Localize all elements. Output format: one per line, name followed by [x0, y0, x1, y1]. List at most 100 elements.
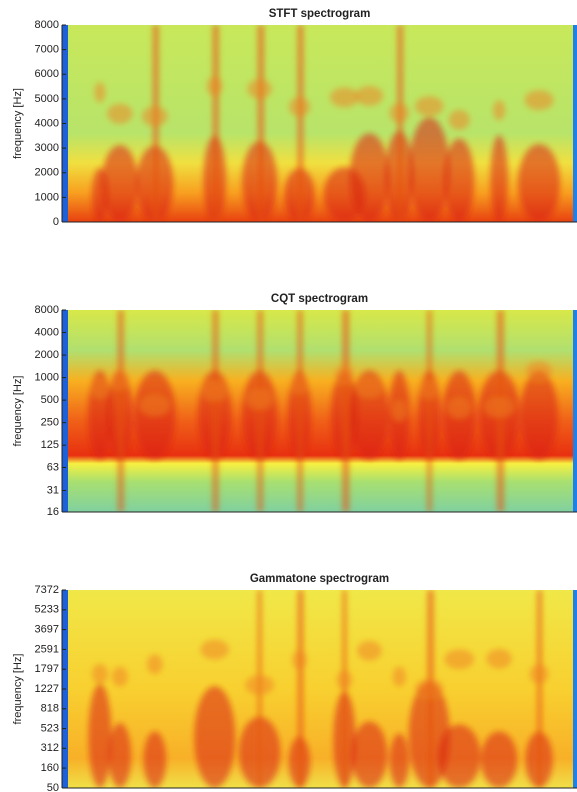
energy-blob — [437, 724, 481, 788]
energy-blob — [247, 389, 272, 410]
chart-title: Gammatone spectrogram — [250, 573, 389, 585]
energy-blob — [414, 678, 444, 699]
energy-blob — [336, 669, 353, 690]
energy-blob — [245, 675, 275, 696]
energy-blob — [415, 96, 444, 117]
y-tick-label: 125 — [41, 439, 59, 451]
energy-blob — [112, 666, 128, 687]
y-tick-label: 3000 — [35, 142, 59, 154]
y-tick-label: 500 — [41, 394, 59, 406]
y-tick-label: 5233 — [35, 604, 59, 616]
energy-blob — [349, 133, 390, 222]
edge-left — [62, 310, 68, 512]
spectrogram-image — [62, 25, 577, 222]
energy-blob — [107, 103, 133, 124]
energy-blob — [88, 683, 112, 788]
energy-streak — [397, 25, 404, 222]
energy-blob — [389, 102, 410, 123]
energy-streak — [257, 310, 263, 512]
y-tick-label: 7000 — [35, 44, 59, 56]
y-tick-label: 2000 — [35, 167, 59, 179]
energy-blob — [421, 379, 438, 400]
y-tick-label: 0 — [53, 216, 59, 228]
y-tick-label: 1227 — [35, 683, 59, 695]
y-tick-label: 160 — [41, 762, 59, 774]
energy-streak — [297, 310, 303, 512]
y-tick-label: 4000 — [35, 326, 59, 338]
y-tick-label: 818 — [41, 703, 59, 715]
y-tick-label: 8000 — [35, 304, 59, 316]
y-tick-label: 1000 — [35, 191, 59, 203]
energy-streak — [297, 25, 304, 222]
energy-blob — [351, 721, 388, 788]
energy-blob — [392, 666, 407, 687]
y-tick-label: 16 — [47, 506, 59, 518]
energy-blob — [94, 82, 106, 103]
energy-blob — [291, 373, 308, 394]
energy-blob — [448, 109, 470, 130]
spectrogram-image — [62, 310, 577, 512]
energy-blob — [444, 138, 475, 222]
y-tick-label: 312 — [41, 742, 59, 754]
energy-blob — [335, 365, 354, 386]
y-tick-label: 63 — [47, 461, 59, 473]
spectrogram-image — [62, 590, 577, 788]
energy-streak — [427, 310, 432, 512]
energy-blob — [202, 380, 227, 401]
y-tick-label: 50 — [47, 782, 59, 792]
spectrogram-texture — [91, 25, 561, 222]
energy-blob — [200, 639, 230, 660]
energy-streak — [257, 25, 265, 222]
energy-blob — [194, 686, 236, 788]
y-axis-label: frequency [Hz] — [12, 654, 24, 725]
energy-streak — [297, 590, 304, 788]
energy-blob — [447, 397, 471, 418]
energy-blob — [355, 377, 384, 398]
energy-blob — [490, 135, 508, 222]
edge-right — [573, 590, 577, 788]
energy-blob — [484, 397, 514, 418]
energy-streak — [342, 310, 350, 512]
energy-streak — [212, 310, 219, 512]
energy-streak — [537, 590, 543, 788]
energy-streak — [117, 310, 124, 512]
energy-blob — [493, 100, 506, 121]
edge-right — [573, 310, 577, 512]
chart-title: CQT spectrogram — [271, 293, 368, 305]
y-axis-label: frequency [Hz] — [12, 88, 24, 159]
energy-blob — [111, 370, 129, 391]
energy-blob — [146, 654, 163, 675]
y-tick-label: 6000 — [35, 68, 59, 80]
energy-blob — [91, 377, 109, 398]
y-tick-label: 2000 — [35, 349, 59, 361]
energy-blob — [486, 648, 512, 669]
energy-blob — [292, 649, 307, 670]
y-tick-label: 31 — [47, 484, 59, 496]
energy-blob — [480, 731, 518, 788]
y-tick-label: 3697 — [35, 623, 59, 635]
spectrogram-texture — [88, 590, 553, 788]
chart-title: STFT spectrogram — [269, 8, 371, 20]
y-tick-label: 4000 — [35, 117, 59, 129]
energy-blob — [526, 361, 553, 382]
y-tick-label: 2591 — [35, 643, 59, 655]
energy-blob — [520, 370, 558, 460]
y-tick-label: 7372 — [35, 584, 59, 596]
energy-blob — [529, 664, 549, 685]
energy-blob — [91, 663, 108, 684]
edge-right — [573, 25, 577, 222]
energy-blob — [141, 106, 168, 127]
energy-blob — [408, 117, 450, 222]
y-tick-label: 1797 — [35, 663, 59, 675]
energy-blob — [288, 96, 311, 117]
energy-blob — [392, 400, 407, 421]
energy-blob — [140, 395, 170, 416]
y-tick-label: 8000 — [35, 19, 59, 31]
energy-blob — [143, 731, 167, 788]
energy-blob — [247, 78, 272, 99]
energy-blob — [108, 723, 132, 788]
energy-blob — [524, 90, 554, 111]
y-tick-label: 523 — [41, 722, 59, 734]
energy-blob — [518, 144, 561, 222]
